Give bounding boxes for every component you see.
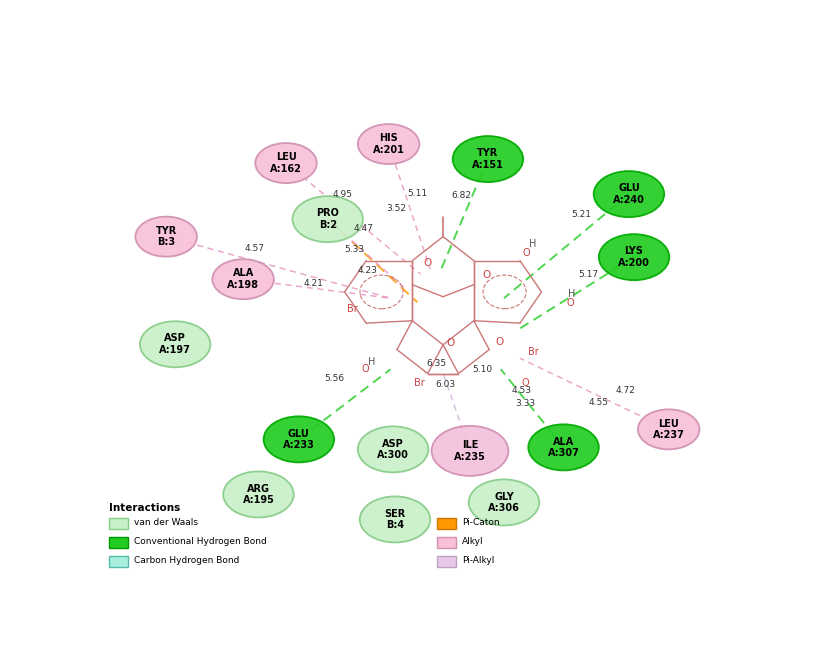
Text: O: O [495,337,504,347]
Text: 4.72: 4.72 [615,386,635,395]
Ellipse shape [528,424,599,471]
Text: Br: Br [347,304,357,314]
Bar [108,556,127,567]
Ellipse shape [264,417,334,462]
Text: 5.21: 5.21 [571,210,590,218]
Ellipse shape [256,143,317,183]
Text: LEU
A:237: LEU A:237 [653,419,685,440]
Ellipse shape [638,410,700,449]
Text: ASP
A:197: ASP A:197 [160,333,191,355]
Text: ALA
A:198: ALA A:198 [227,268,259,290]
Text: O: O [521,378,529,388]
Text: 6.82: 6.82 [451,191,471,200]
Text: TYR
A:151: TYR A:151 [472,148,504,170]
Text: 5.33: 5.33 [345,244,365,254]
Text: 4.47: 4.47 [354,224,374,233]
Text: ASP
A:300: ASP A:300 [377,439,409,460]
Text: 6.03: 6.03 [435,380,455,389]
Text: Interactions: Interactions [108,504,179,514]
Text: H: H [529,239,537,249]
Text: van der Waals: van der Waals [134,519,198,527]
Text: H: H [367,358,375,367]
Text: Alkyl: Alkyl [462,538,484,547]
Text: 3.33: 3.33 [515,399,535,408]
Ellipse shape [358,426,428,473]
Text: GLU
A:233: GLU A:233 [283,428,315,450]
Ellipse shape [469,480,539,525]
Text: 5.17: 5.17 [578,270,598,279]
Ellipse shape [358,124,419,164]
Bar [108,518,127,529]
Ellipse shape [293,196,363,242]
Text: SER
B:4: SER B:4 [385,509,405,530]
Text: O: O [423,258,431,268]
Text: O: O [361,364,369,374]
Text: LEU
A:162: LEU A:162 [270,152,302,174]
Text: LYS
A:200: LYS A:200 [618,246,650,268]
Text: Carbon Hydrogen Bond: Carbon Hydrogen Bond [134,556,240,566]
Text: PRO
B:2: PRO B:2 [316,209,339,230]
Text: Conventional Hydrogen Bond: Conventional Hydrogen Bond [134,538,267,547]
Text: 5.10: 5.10 [473,365,493,374]
Text: TYR
B:3: TYR B:3 [155,226,177,248]
Text: Pi-Alkyl: Pi-Alkyl [462,556,495,566]
Bar [437,556,456,567]
Text: 5.56: 5.56 [324,374,344,383]
Text: GLY
A:306: GLY A:306 [488,491,520,514]
Bar [437,518,456,529]
Ellipse shape [213,259,274,299]
Ellipse shape [223,471,294,517]
Text: 4.95: 4.95 [332,190,352,199]
Text: ILE
A:235: ILE A:235 [454,440,486,461]
Text: Br: Br [528,347,539,358]
Bar [437,537,456,548]
Text: 4.55: 4.55 [589,398,609,407]
Ellipse shape [140,321,210,367]
Text: 5.11: 5.11 [408,188,428,198]
Text: ARG
A:195: ARG A:195 [242,484,275,505]
Text: 4.21: 4.21 [304,279,323,288]
Text: O: O [482,270,490,280]
Text: 4.53: 4.53 [511,386,531,395]
Text: HIS
A:201: HIS A:201 [373,133,404,155]
Text: Br: Br [414,378,425,388]
Bar [108,537,127,548]
Ellipse shape [452,136,523,182]
Text: 4.23: 4.23 [357,266,377,275]
Text: O: O [566,298,574,308]
Text: O: O [447,338,455,348]
Text: GLU
A:240: GLU A:240 [613,183,645,205]
Ellipse shape [360,497,430,543]
Ellipse shape [594,171,664,217]
Text: O: O [523,248,530,258]
Text: 6.35: 6.35 [427,359,447,368]
Text: ALA
A:307: ALA A:307 [547,437,580,458]
Text: Pi-Caton: Pi-Caton [462,519,500,527]
Text: 3.52: 3.52 [386,203,406,213]
Text: 4.57: 4.57 [245,244,265,253]
Ellipse shape [432,426,509,476]
Ellipse shape [136,216,197,257]
Ellipse shape [599,234,669,280]
Text: H: H [567,289,575,299]
